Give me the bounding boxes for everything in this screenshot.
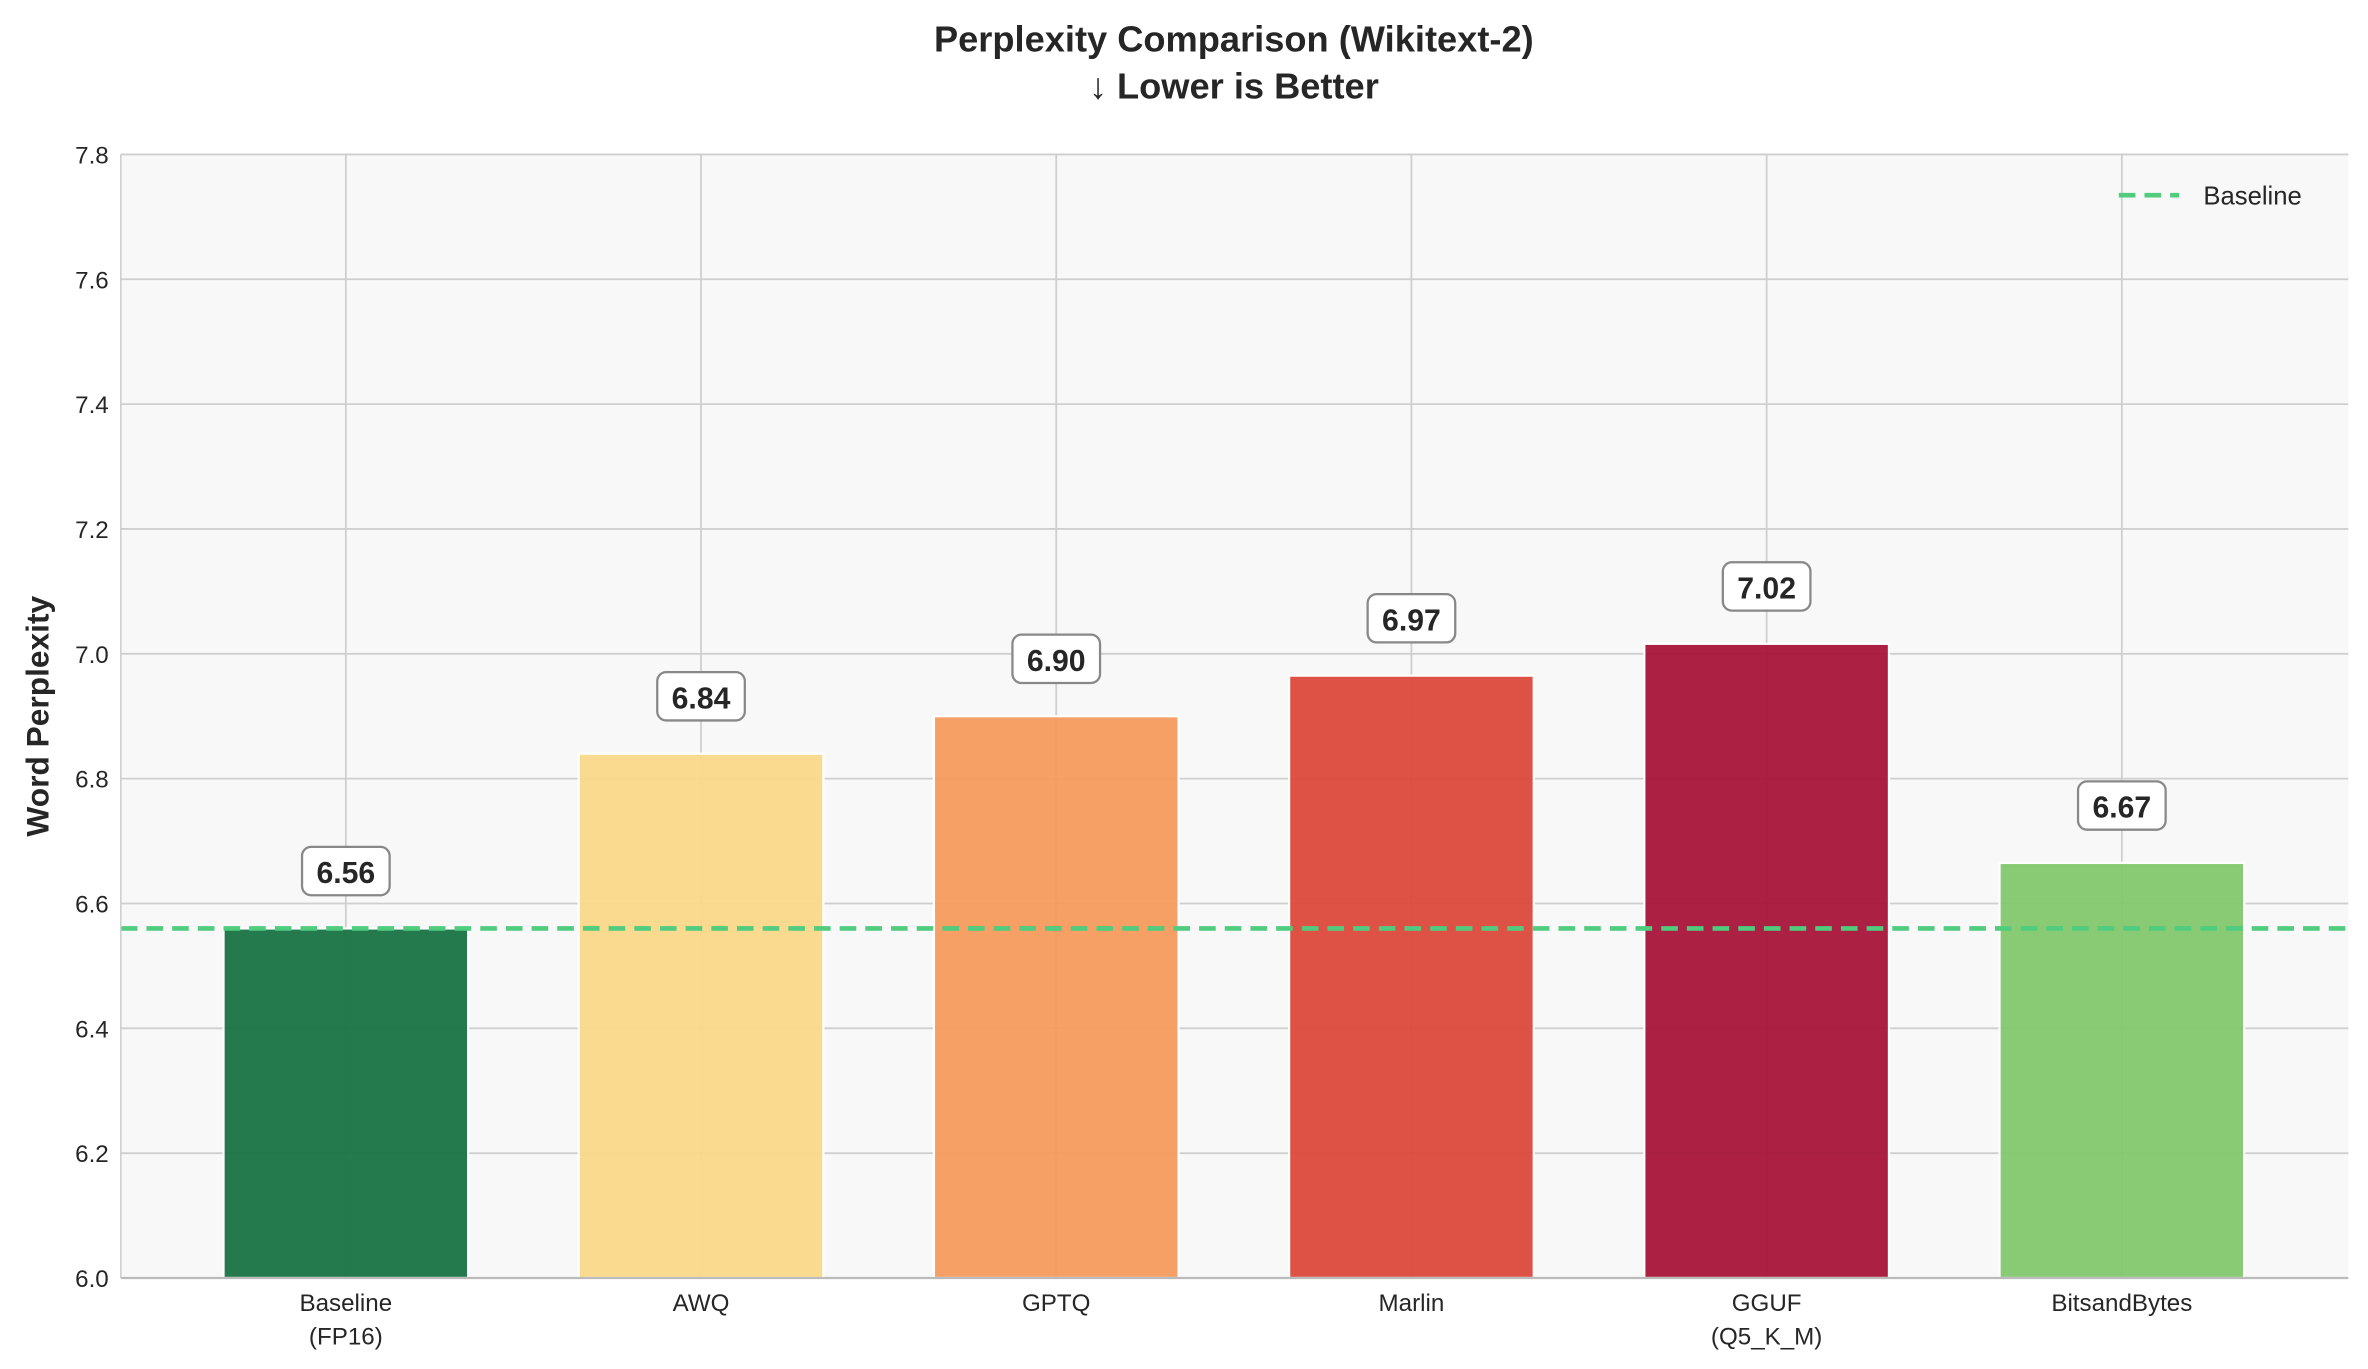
x-tick-label: GGUF [1732,1290,1802,1317]
legend-baseline-label: Baseline [2203,182,2301,210]
bar-baseline [222,927,470,1280]
x-tick-label: (FP16) [309,1323,383,1350]
bar-gptq [932,715,1180,1280]
y-tick-label: 7.6 [75,267,109,294]
data-label-box [1366,592,1457,644]
y-tick-label: 6.6 [75,892,109,919]
bars [222,642,2246,1280]
data-label: 6.56 [316,857,375,890]
data-label: 6.84 [672,682,731,715]
data-label: 6.90 [1027,645,1086,678]
y-tick-label: 6.8 [75,767,109,794]
y-tick-label: 6.4 [75,1016,109,1043]
data-label: 7.02 [1737,572,1796,605]
x-tick-label: (Q5_K_M) [1711,1323,1822,1350]
data-label-box [1011,633,1102,685]
x-tick-label: BitsandBytes [2051,1290,2192,1317]
data-label: 6.67 [2092,792,2151,825]
data-label-box [2076,780,2167,831]
x-axis-ticks: Baseline (FP16) AWQ GPTQ Marlin GGUF (Q5_K_M) B… [300,1290,2193,1350]
y-tick-label: 7.2 [75,517,109,544]
bar-bitsandbytes [1998,861,2246,1280]
bar-awq [577,752,825,1280]
plot-area [120,154,2349,1279]
x-tick-label: Marlin [1379,1290,1445,1317]
y-tick-label: 7.4 [75,392,109,419]
y-tick-label: 7.0 [75,642,109,669]
data-label-box [1721,561,1812,612]
data-label-box [656,670,746,722]
x-tick-label: Baseline [300,1290,393,1317]
y-tick-label: 6.0 [75,1266,109,1293]
bar-marlin [1287,674,1535,1280]
y-axis-ticks: 6.0 6.2 6.4 6.6 6.8 7.0 7.2 7.4 7.6 7.8 [75,142,109,1293]
x-tick-label: GPTQ [1022,1290,1090,1317]
legend: Baseline [2118,182,2302,210]
y-tick-label: 7.8 [75,142,109,169]
data-labels: 6.56 6.84 6.90 6.97 7.02 6.67 [300,561,2167,897]
y-tick-label: 6.2 [75,1141,109,1168]
bar-gguf [1643,642,1891,1280]
data-label: 6.97 [1382,604,1441,637]
data-label-box [300,845,391,897]
chart-subtitle: ↓ Lower is Better [1089,66,1379,107]
x-tick-label: AWQ [673,1290,730,1317]
y-axis-label: Word Perplexity [19,595,55,836]
chart-title: Perplexity Comparison (Wikitext-2) [934,19,1534,60]
